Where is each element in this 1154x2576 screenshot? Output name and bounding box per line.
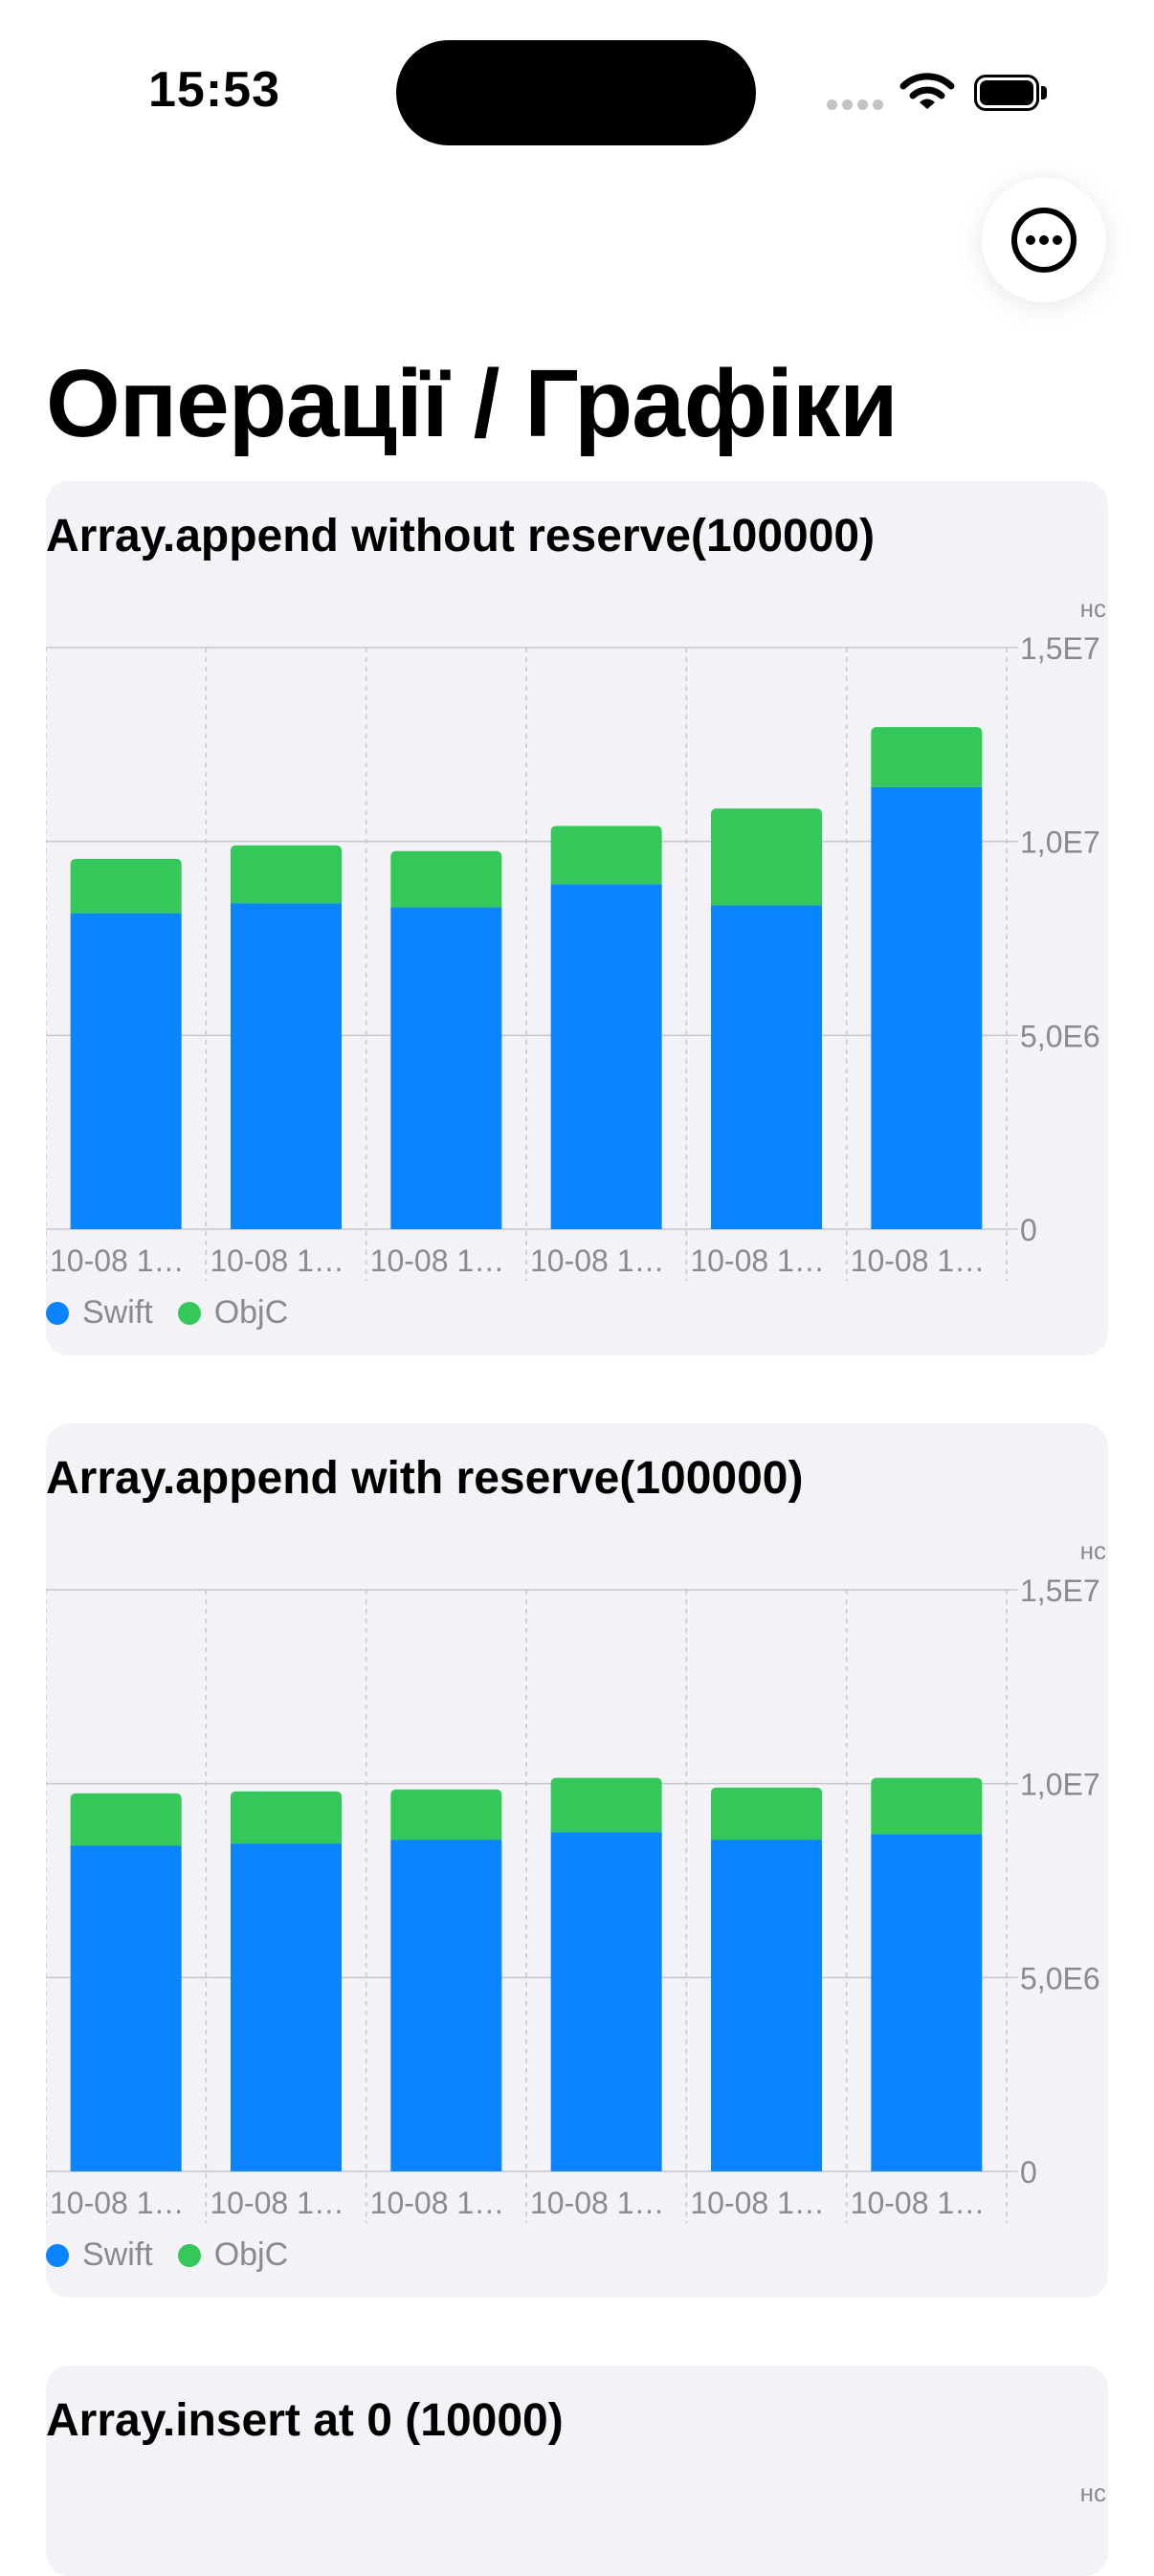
bar-swift [231,903,342,1229]
legend-label: ObjC [213,1294,289,1331]
bar-swift [711,905,822,1229]
bar-swift [70,913,182,1229]
y-tick-label: 0 [1020,2155,1037,2190]
bar-swift [871,1834,983,2171]
bar-swift [231,1843,342,2171]
y-tick-label: 5,0E6 [1020,1019,1100,1053]
x-tick-label: 10-08 1… [530,1244,665,1278]
legend-dot [46,2243,69,2267]
dynamic-island [396,40,756,145]
page-title: Операції / Графіки [46,350,899,457]
bar-objc [390,1789,502,1840]
legend-dot [46,1301,69,1325]
y-unit-label: нс [1080,2478,1106,2507]
status-bar: 15:53 [0,0,1154,191]
y-tick-label: 5,0E6 [1020,1961,1100,1995]
wifi-icon [899,73,955,109]
legend-label: ObjC [213,2236,289,2273]
cellular-signal-icon [827,99,884,113]
chart-legend: Swift ObjC [46,1294,313,1332]
chart-legend: Swift ObjC [46,2236,313,2274]
legend-dot [177,1301,201,1325]
ellipsis-circle-icon [1011,208,1076,273]
y-unit-label: нс [1080,1536,1106,1565]
bar-objc [871,1777,983,1835]
bar-objc [390,850,502,908]
legend-label: Swift [82,1294,153,1331]
stacked-bar-chart: нс 0 5,0E6 1,0E7 1,5E7 10-08 1… 10-08 1… 10-08 … [46,1536,1106,2223]
legend-item-objc: ObjC [177,1294,289,1332]
bar-objc [711,808,822,906]
legend-label: Swift [82,2236,153,2273]
bar-swift [390,907,502,1229]
chart-card: Array.append with reserve(100000) нс 0 5,0… [46,1423,1108,2298]
y-tick-label: 1,5E7 [1020,1574,1100,1608]
y-unit-label: нс [1080,594,1106,623]
bar-swift [550,1832,662,2171]
legend-dot [177,2243,201,2267]
y-tick-label: 1,0E7 [1020,826,1100,860]
bar-objc [231,1791,342,1844]
x-tick-label: 10-08 1… [370,1244,505,1278]
x-tick-label: 10-08 1… [210,2186,344,2220]
bar-objc [711,1787,822,1840]
x-tick-label: 10-08 1… [370,2186,505,2220]
bar-swift [871,786,983,1229]
y-tick-label: 0 [1020,1213,1037,1247]
more-options-button[interactable] [982,178,1106,302]
x-tick-label: 10-08 1… [530,2186,665,2220]
chart-card: Array.append without reserve(100000) нс 0… [46,481,1108,1355]
bar-objc [550,826,662,885]
y-tick-label: 1,0E7 [1020,1768,1100,1802]
chart-title: Array.append with reserve(100000) [46,1453,804,1504]
x-tick-label: 10-08 1… [690,2186,825,2220]
bar-objc [231,845,342,904]
bar-objc [70,858,182,914]
status-time: 15:53 [148,62,280,118]
bar-swift [390,1839,502,2171]
bar-objc [871,727,983,787]
x-tick-label: 10-08 1… [50,1244,185,1278]
bar-swift [550,884,662,1229]
battery-icon [974,75,1049,113]
stacked-bar-chart: нс 0 5,0E6 1,0E7 1,5E7 10-08 1… 10-08 1… 10-08 … [46,594,1106,1281]
bar-swift [711,1839,822,2171]
x-tick-label: 10-08 1… [50,2186,185,2220]
stacked-bar-chart: нс [1080,2478,1106,2507]
legend-item-objc: ObjC [177,2236,289,2274]
x-tick-label: 10-08 1… [690,1244,825,1278]
x-tick-label: 10-08 1… [851,1244,986,1278]
legend-item-swift: Swift [46,2236,153,2274]
y-tick-label: 1,5E7 [1020,631,1100,666]
bar-objc [70,1793,182,1846]
chart-title: Array.append without reserve(100000) [46,511,876,561]
chart-title: Array.insert at 0 (10000) [46,2395,564,2446]
x-tick-label: 10-08 1… [210,1244,344,1278]
x-tick-label: 10-08 1… [851,2186,986,2220]
bar-objc [550,1777,662,1833]
chart-card: Array.insert at 0 (10000) нс [46,2366,1108,2576]
legend-item-swift: Swift [46,1294,153,1332]
bar-swift [70,1845,182,2171]
